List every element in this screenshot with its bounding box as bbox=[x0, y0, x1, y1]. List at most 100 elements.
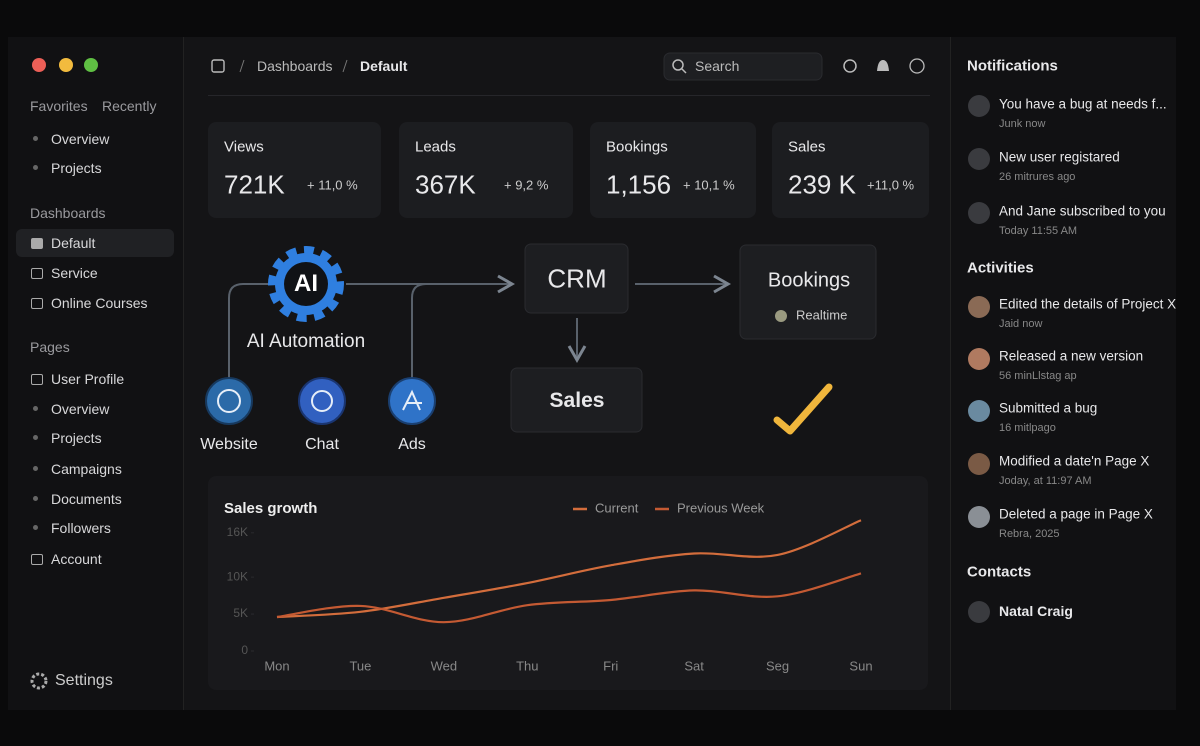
x-tick-label: Tue bbox=[349, 658, 371, 673]
nav-icon bbox=[31, 374, 43, 385]
avatar bbox=[968, 148, 990, 170]
stat-value: 367K bbox=[415, 169, 476, 200]
source-label: Ads bbox=[398, 436, 426, 453]
avatar bbox=[968, 95, 990, 117]
panel-title: Activities bbox=[967, 259, 1034, 277]
avatar bbox=[968, 453, 990, 475]
stat-label: Sales bbox=[788, 138, 826, 156]
stat-change: + 10,1 % bbox=[683, 177, 735, 193]
source-label: Chat bbox=[305, 436, 339, 453]
nav-item[interactable]: User Profile bbox=[51, 371, 125, 387]
nav-item[interactable]: Service bbox=[51, 265, 98, 281]
theme-icon[interactable] bbox=[843, 59, 857, 73]
stat-label: Leads bbox=[415, 138, 456, 156]
contact-name[interactable]: Natal Craig bbox=[999, 603, 1073, 619]
chat-icon bbox=[298, 377, 346, 425]
separator bbox=[239, 59, 245, 73]
sidebar bbox=[8, 37, 184, 710]
avatar bbox=[968, 601, 990, 623]
y-tick-label: 16K bbox=[227, 525, 248, 539]
nav-item[interactable]: Followers bbox=[51, 520, 111, 536]
stat-value: 721K bbox=[224, 169, 285, 200]
stat-label: Views bbox=[224, 138, 264, 156]
avatar bbox=[968, 400, 990, 422]
nav-item[interactable]: Account bbox=[51, 551, 102, 567]
x-tick-label: Sun bbox=[849, 658, 872, 673]
nav-icon bbox=[31, 554, 43, 565]
nav-item[interactable]: Online Courses bbox=[51, 295, 148, 311]
settings-icon[interactable] bbox=[30, 672, 48, 690]
legend-label: Previous Week bbox=[677, 500, 765, 515]
activity-text: Released a new version bbox=[999, 348, 1144, 364]
bullet bbox=[33, 406, 38, 411]
stat-change: + 11,0 % bbox=[307, 177, 358, 193]
x-tick-label: Mon bbox=[264, 658, 289, 673]
activity-time: Rebra, 2025 bbox=[999, 528, 1060, 540]
y-tick-label: 5K bbox=[233, 606, 248, 620]
ai-label: AI Automation bbox=[246, 331, 366, 352]
ai-text: AI bbox=[294, 270, 318, 297]
panel-icon[interactable] bbox=[211, 59, 225, 73]
section-title: Pages bbox=[30, 339, 70, 355]
nav-icon bbox=[31, 268, 43, 279]
nav-item[interactable]: Documents bbox=[51, 491, 122, 507]
nav-item[interactable]: Overview bbox=[51, 131, 110, 147]
website-icon bbox=[205, 377, 253, 425]
nav-item[interactable]: Projects bbox=[51, 160, 102, 176]
stat-card bbox=[590, 122, 756, 218]
stat-card bbox=[208, 122, 381, 218]
nav-item[interactable]: Projects bbox=[51, 430, 102, 446]
active-item bbox=[16, 229, 174, 257]
activity-time: Joday, at 11:97 AM bbox=[999, 475, 1092, 487]
settings-label[interactable]: Settings bbox=[55, 672, 113, 689]
bullet bbox=[33, 165, 38, 170]
notification-text: New user registared bbox=[999, 149, 1120, 165]
connector bbox=[411, 283, 427, 378]
header-divider bbox=[208, 95, 930, 96]
close-button[interactable] bbox=[32, 58, 46, 72]
notification-text: And Jane subscribed to you bbox=[999, 203, 1166, 219]
minimize-button[interactable] bbox=[59, 58, 73, 72]
y-tick-label: 10K bbox=[227, 569, 248, 583]
activity-time: 56 minLlstag ap bbox=[999, 370, 1077, 382]
sidebar-tab[interactable]: Recently bbox=[102, 98, 157, 114]
sales-box bbox=[510, 367, 643, 433]
bullet bbox=[33, 496, 38, 501]
breadcrumb[interactable]: Dashboards bbox=[257, 58, 333, 74]
checkmark bbox=[773, 383, 833, 435]
globe-glyph bbox=[217, 389, 241, 413]
panel-title: Notifications bbox=[967, 57, 1058, 75]
nav-item[interactable]: Overview bbox=[51, 401, 110, 417]
nav-item[interactable]: Default bbox=[51, 235, 96, 251]
bullet bbox=[33, 525, 38, 530]
chart-card: Sales growth 0 5K 10K 16K Mon Tue Wed Thu Fri Sat… bbox=[208, 476, 928, 690]
avatar bbox=[968, 202, 990, 224]
avatar bbox=[968, 506, 990, 528]
avatar bbox=[968, 348, 990, 370]
search-box[interactable] bbox=[663, 52, 823, 81]
stat-label: Bookings bbox=[606, 138, 668, 156]
nav-icon bbox=[31, 298, 43, 309]
search-placeholder[interactable]: Search bbox=[695, 58, 740, 74]
ads-glyph bbox=[402, 389, 422, 411]
panel-title: Contacts bbox=[967, 563, 1032, 581]
y-tick-label: 0 bbox=[241, 643, 248, 657]
legend-label: Current bbox=[595, 500, 639, 515]
globe-icon[interactable] bbox=[909, 58, 925, 74]
stat-value: 239 K bbox=[788, 169, 856, 200]
bullet bbox=[33, 466, 38, 471]
zoom-button[interactable] bbox=[84, 58, 98, 72]
activity-time: Jaid now bbox=[999, 318, 1043, 330]
bullet bbox=[33, 136, 38, 141]
chart: Sales growth 0 5K 10K 16K Mon Tue Wed Thu Fri Sat… bbox=[224, 500, 873, 673]
activity-text: Deleted a page in Page X bbox=[999, 506, 1153, 522]
bell-icon[interactable] bbox=[877, 60, 889, 71]
nav-item[interactable]: Campaigns bbox=[51, 461, 122, 477]
stat-change: + 9,2 % bbox=[504, 177, 549, 193]
x-tick-label: Thu bbox=[516, 658, 538, 673]
crm-box bbox=[524, 243, 629, 314]
sidebar-tab[interactable]: Favorites bbox=[30, 98, 88, 114]
activity-text: Submitted a bug bbox=[999, 400, 1098, 416]
x-tick-label: Wed bbox=[431, 658, 458, 673]
